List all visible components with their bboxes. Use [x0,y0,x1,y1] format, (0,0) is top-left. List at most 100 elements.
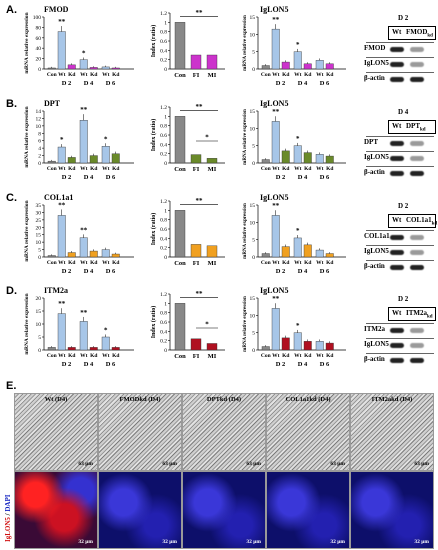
y-tick-label: 6 [38,139,41,145]
y-axis-label: mRNA relative expression [243,109,248,165]
blot-time: D 2 [398,14,409,22]
bar-label: Wt [80,166,88,172]
bar-label: Con [261,260,271,266]
day-label: D 6 [106,80,116,87]
scale-bar-label: 63 μm [330,461,345,467]
significance-mark: * [82,50,86,58]
y-tick-label: 0 [38,161,41,167]
bar [67,157,76,164]
bar-label: Kd [112,353,119,359]
y-tick-label: 12 [36,116,42,122]
bar [315,249,324,258]
lane-kd: COL1a1kd [406,216,437,226]
bar-label: Wt [316,166,324,172]
bar [206,158,218,164]
bar [101,146,110,164]
bar [190,54,202,70]
y-tick-label: 15 [36,233,42,239]
bar-label: Wt [58,260,66,266]
scale-bar-label: 32 μm [246,539,261,545]
bar [101,336,110,351]
y-tick-label: 1.2 [160,11,167,17]
y-tick-label: 0 [252,348,255,354]
bar-label: Wt [316,72,324,78]
y-tick-label: 0 [38,255,41,261]
lane-kd-gene: FMOD [406,28,428,36]
bar-label: Wt [102,260,110,266]
significance-mark: * [60,136,64,144]
scale-bar-label: 63 μm [246,461,261,467]
lane-wt: Wt [392,216,402,224]
band-kd [410,171,424,176]
bar-label: Kd [282,260,289,266]
y-tick-label: 1.2 [160,199,167,205]
y-axis-label: mRNA relative expression [24,106,30,167]
bar-label: Con [174,166,186,173]
band-kd [410,358,424,363]
day-label: D 2 [276,80,286,87]
day-label: D 4 [84,361,94,368]
bar-label: Wt [58,353,66,359]
bar [67,252,76,258]
bar-label: Kd [304,353,311,359]
bar-label: Wt [102,166,110,172]
band-kd [410,77,424,82]
significance-mark: * [296,135,300,143]
significance-mark: ** [196,103,204,111]
scale-bar-label: 32 μm [414,539,429,545]
bar [281,61,290,70]
y-tick-label: 0.6 [160,133,167,139]
bar [281,150,290,164]
lane-wt: Wt [392,122,402,130]
day-label: D 2 [62,268,72,275]
y-axis-label: Index (ratio) [150,25,157,58]
y-tick-label: 0 [164,67,167,73]
bar [303,152,312,164]
bar [101,66,110,70]
day-label: D 2 [62,174,72,181]
fluorescence-image: 32 μm [98,471,182,549]
significance-mark: ** [80,106,88,114]
bar [89,347,98,351]
phase-image: FMODkd (D4) 63 μm [98,393,182,471]
blot-row-label: IgLON5 [364,59,389,67]
y-tick-label: 30 [36,210,42,216]
bar-label: FI [193,166,200,173]
day-label: D 4 [298,174,308,181]
y-tick-label: 5 [252,50,255,56]
y-axis-label: mRNA relative expression [24,293,30,354]
bar [325,63,334,70]
micro-title: COL1a1kd (D4) [285,396,331,403]
blot-row: DPT [364,136,434,150]
y-tick-label: 10 [250,32,256,38]
bar-label: Con [47,260,57,266]
lane-kd: ITM2akd [406,309,433,319]
bar [174,116,186,164]
bar [190,154,202,164]
bar [47,255,56,258]
y-tick-label: 5 [38,335,41,341]
y-tick-label: 15 [250,296,256,302]
y-axis-label: Index (ratio) [150,119,157,152]
y-tick-label: 0 [252,161,255,167]
band-kd [410,265,424,270]
significance-mark: * [205,134,209,142]
blot-time: D 2 [398,295,409,303]
y-tick-label: 0 [38,348,41,354]
significance-mark: * [296,41,300,49]
phase-image: Wt (D4) 63 μm [14,393,98,471]
y-tick-label: 5 [252,144,255,150]
bar-label: Wt [294,72,302,78]
band-kd [410,62,424,67]
scale-bar-label: 32 μm [78,539,93,545]
day-label: D 4 [298,361,308,368]
y-tick-label: 1.2 [160,292,167,298]
blot-row-label: COL1a1 [364,232,390,240]
bar-label: MI [208,260,217,267]
significance-mark: ** [58,300,66,308]
bar-label: Con [261,166,271,172]
y-axis-label: Index (ratio) [150,213,157,246]
blot-row: β-actin [364,353,434,367]
bar-label: FI [193,72,200,79]
